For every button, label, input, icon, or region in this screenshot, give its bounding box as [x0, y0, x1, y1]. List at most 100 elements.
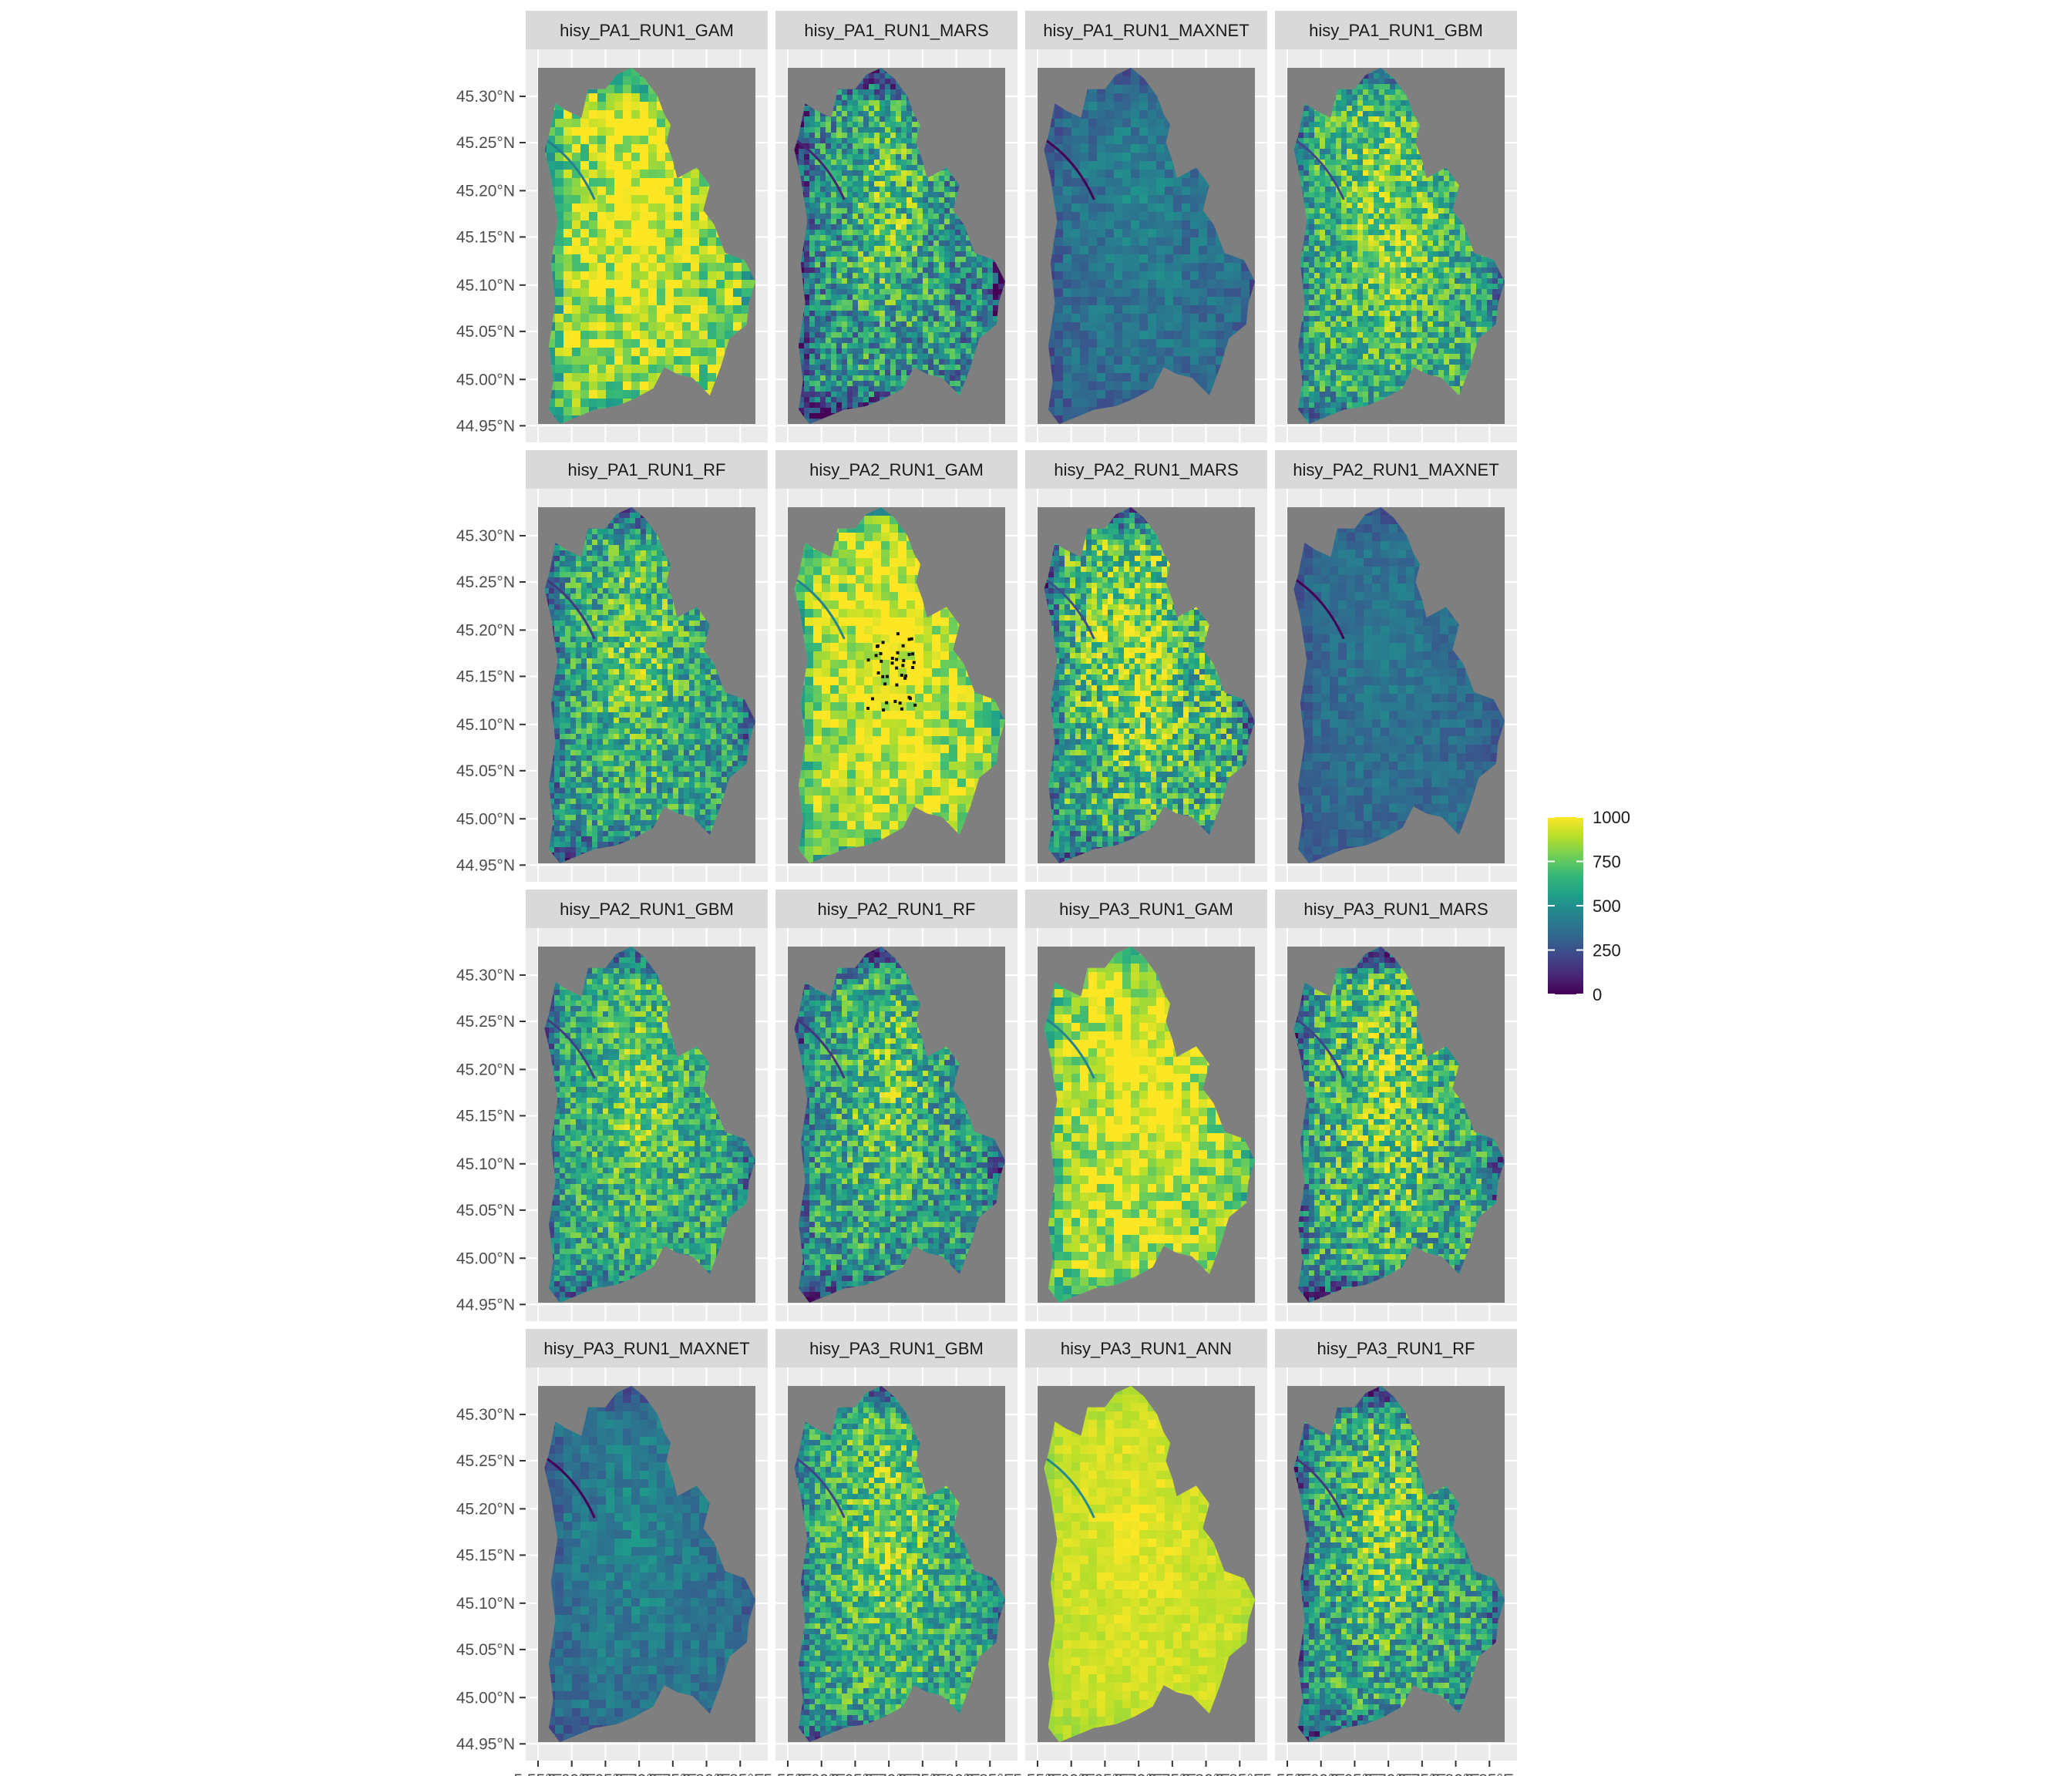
raster-cell	[1071, 127, 1081, 136]
raster-cell	[1156, 102, 1166, 111]
raster-cell	[820, 165, 826, 171]
raster-cell	[580, 119, 590, 128]
raster-cell	[708, 254, 717, 264]
raster-cell	[885, 375, 891, 382]
raster-cell	[597, 254, 607, 264]
raster-cell	[691, 314, 700, 323]
raster-cell	[885, 79, 891, 85]
raster-cell	[640, 263, 649, 272]
raster-cell	[820, 316, 826, 322]
raster-cell	[966, 343, 972, 349]
raster-cell	[1156, 195, 1166, 204]
raster-cell	[896, 365, 902, 371]
raster-cell	[1122, 246, 1132, 255]
raster-cell	[580, 314, 590, 323]
raster-cell	[831, 262, 837, 268]
raster-cell	[665, 314, 674, 323]
raster-cell	[799, 257, 805, 263]
raster-cell	[804, 338, 810, 344]
raster-cell	[804, 116, 810, 123]
raster-cell	[809, 316, 816, 322]
raster-cell	[815, 230, 821, 236]
raster-cell	[589, 339, 598, 348]
raster-cell	[674, 220, 683, 230]
raster-cell	[906, 257, 913, 263]
raster-cell	[631, 85, 641, 94]
raster-cell	[1105, 229, 1115, 238]
raster-cell	[614, 110, 624, 119]
raster-cell	[725, 305, 734, 314]
raster-cell	[939, 224, 945, 230]
raster-cell	[648, 356, 658, 365]
raster-cell	[1105, 288, 1115, 298]
raster-cell	[912, 127, 918, 133]
raster-cell	[614, 237, 624, 247]
raster-cell	[863, 181, 870, 187]
raster-cell	[682, 195, 691, 204]
raster-cell	[885, 348, 891, 355]
raster-cell	[1122, 263, 1132, 272]
raster-cell	[1122, 288, 1132, 298]
raster-cell	[1080, 356, 1089, 365]
raster-cell	[1088, 246, 1098, 255]
raster-cell	[842, 338, 848, 344]
raster-cell	[815, 214, 821, 220]
raster-cell	[853, 262, 859, 268]
raster-cell	[826, 375, 832, 382]
raster-cell	[955, 181, 961, 187]
raster-cell	[890, 224, 896, 230]
raster-cell	[890, 230, 896, 236]
raster-cell	[614, 246, 624, 255]
raster-cell	[950, 359, 956, 365]
raster-cell	[858, 321, 864, 328]
raster-cell	[836, 122, 843, 128]
raster-cell	[614, 399, 624, 408]
raster-cell	[955, 332, 961, 338]
map-panel: hisy_PA1_RUN1_MAXNET	[1025, 11, 1267, 442]
raster-cell	[809, 413, 816, 419]
raster-cell	[923, 354, 929, 360]
raster-cell	[597, 288, 607, 298]
raster-cell	[815, 235, 821, 241]
raster-cell	[982, 311, 988, 317]
raster-cell	[977, 262, 983, 268]
raster-cell	[1063, 382, 1072, 391]
raster-cell	[1097, 127, 1106, 136]
raster-cell	[928, 208, 934, 214]
raster-cell	[820, 230, 826, 236]
raster-cell	[809, 154, 816, 160]
raster-cell	[820, 154, 826, 160]
raster-cell	[880, 203, 886, 209]
raster-cell	[993, 278, 999, 284]
raster-cell	[917, 203, 923, 209]
raster-cell	[939, 240, 945, 247]
raster-cell	[1122, 271, 1132, 281]
raster-cell	[1182, 263, 1191, 272]
raster-cell	[606, 271, 615, 281]
raster-cell	[809, 321, 816, 328]
raster-cell	[944, 214, 950, 220]
raster-cell	[912, 338, 918, 344]
raster-cell	[863, 203, 870, 209]
raster-cell	[1080, 297, 1089, 306]
raster-cell	[955, 311, 961, 317]
raster-cell	[836, 284, 843, 290]
raster-cell	[831, 170, 837, 177]
raster-cell	[993, 311, 999, 317]
raster-cell	[555, 195, 564, 204]
raster-cell	[928, 251, 934, 257]
raster-cell	[815, 343, 821, 349]
raster-cell	[842, 294, 848, 301]
raster-cell	[716, 288, 725, 298]
raster-cell	[982, 327, 988, 333]
raster-cell	[831, 316, 837, 322]
raster-cell	[623, 229, 632, 238]
raster-cell	[896, 359, 902, 365]
raster-cell	[1105, 263, 1115, 272]
raster-cell	[725, 331, 734, 340]
raster-cell	[853, 370, 859, 376]
raster-cell	[1054, 365, 1064, 374]
raster-cell	[853, 170, 859, 177]
raster-cell	[631, 68, 641, 77]
raster-cell	[826, 359, 832, 365]
